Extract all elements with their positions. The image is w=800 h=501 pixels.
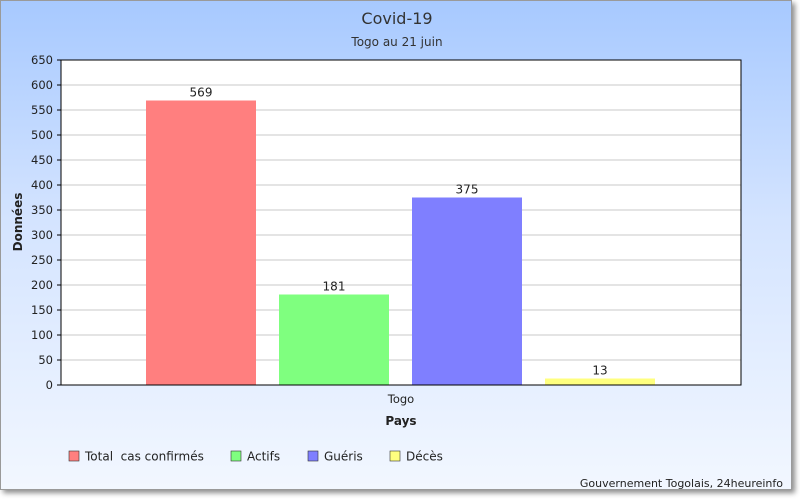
y-tick-label: 300 xyxy=(31,228,53,242)
bar-value-label: 181 xyxy=(323,280,346,294)
x-axis-title: Pays xyxy=(385,414,416,428)
y-axis-title: Données xyxy=(11,193,25,252)
chart-title: Covid-19 xyxy=(361,9,432,28)
y-tick-label: 550 xyxy=(31,103,53,117)
y-tick-label: 50 xyxy=(38,353,53,367)
y-tick-label: 500 xyxy=(31,128,53,142)
legend-label: Guéris xyxy=(324,450,363,464)
y-tick-label: 600 xyxy=(31,78,53,92)
legend: Total cas confirmés Actifs Guéris Décès xyxy=(68,450,443,464)
bar xyxy=(279,294,389,385)
chart-frame: Covid-19 Togo au 21 juin 0 50 100 150 200 250… xyxy=(0,0,792,490)
bar xyxy=(412,197,522,385)
y-tick-label: 400 xyxy=(31,178,53,192)
plot-border xyxy=(60,59,742,386)
y-axis-ticks: 0 50 100 150 200 250 300 350 400 450 500 550 600 650 xyxy=(31,53,61,392)
bar-value-label: 375 xyxy=(456,183,479,197)
bar-value-label: 13 xyxy=(592,364,607,378)
y-tick-label: 200 xyxy=(31,278,53,292)
y-tick-label: 650 xyxy=(31,53,53,67)
legend-label: Décès xyxy=(406,450,443,464)
legend-swatch xyxy=(68,450,80,462)
source-credit: Gouvernement Togolais, 24heureinfo xyxy=(580,477,783,490)
y-tick-label: 350 xyxy=(31,203,53,217)
y-tick-label: 150 xyxy=(31,303,53,317)
y-tick-label: 450 xyxy=(31,153,53,167)
legend-swatch xyxy=(389,450,401,462)
legend-swatch xyxy=(230,450,242,462)
legend-swatch xyxy=(307,450,319,462)
bar-value-label: 569 xyxy=(190,86,213,100)
bar xyxy=(146,100,256,385)
y-tick-label: 100 xyxy=(31,328,53,342)
x-tick-label: Togo xyxy=(387,392,414,406)
legend-label: Actifs xyxy=(247,450,280,464)
bars: 569 181 375 13 xyxy=(146,86,655,385)
bar xyxy=(545,378,655,385)
chart-subtitle: Togo au 21 juin xyxy=(350,35,442,49)
legend-label: Total cas confirmés xyxy=(84,450,204,464)
y-tick-label: 250 xyxy=(31,253,53,267)
y-tick-label: 0 xyxy=(46,378,53,392)
